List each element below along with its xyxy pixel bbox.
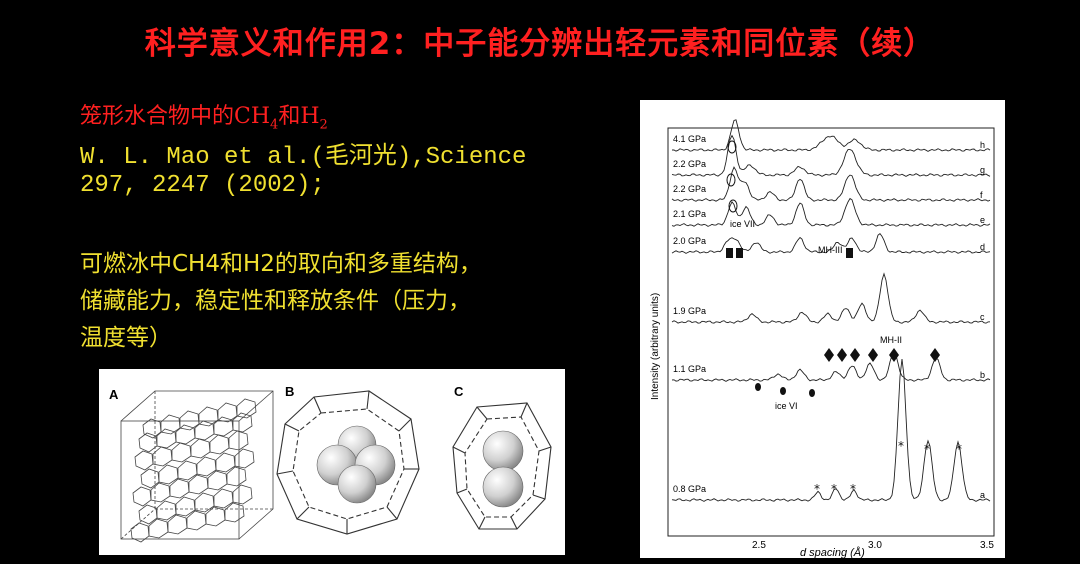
asterisk-markers: * * * * * * — [814, 439, 962, 496]
guest-molecules-c — [482, 430, 524, 508]
diffraction-curve-f — [671, 166, 991, 202]
pressure-label: 2.2 GPa — [673, 184, 706, 194]
reference-line-2: 297, 2247 (2002); — [80, 172, 325, 199]
subtitle-text: 笼形水合物中的CH — [80, 104, 271, 129]
open-circle-markers — [726, 140, 738, 213]
curve-letters: h g f e d c b a — [980, 140, 985, 500]
diffraction-curve-h — [672, 119, 991, 152]
curve-letter: c — [980, 312, 985, 322]
svg-text:*: * — [924, 442, 930, 456]
x-tick-3-0: 3.0 — [868, 540, 882, 551]
pressure-label: 2.1 GPa — [673, 209, 706, 219]
reference-line-1: W. L. Mao et al.(毛河光),Science — [80, 144, 527, 171]
diffraction-svg: Intensity (arbitrary units) d spacing (Å… — [650, 119, 995, 559]
diffraction-curve-a — [671, 358, 991, 502]
subtitle: 笼形水合物中的CH4和H2 — [80, 98, 328, 132]
panel-label-b: B — [285, 384, 294, 399]
diamond-markers — [824, 348, 940, 362]
curve-letter: e — [980, 215, 985, 225]
diffraction-curve-c — [671, 272, 991, 324]
curve-letter: g — [980, 165, 985, 175]
annotation-mh-iii: MH-III — [818, 245, 843, 255]
hydrate-structure-figure: A B C — [99, 369, 565, 555]
svg-text:*: * — [850, 482, 856, 496]
svg-text:*: * — [814, 482, 820, 496]
diffraction-figure: Intensity (arbitrary units) d spacing (Å… — [640, 100, 1005, 559]
plot-frame — [667, 127, 995, 537]
pressure-labels: 4.1 GPa 2.2 GPa 2.2 GPa 2.1 GPa 2.0 GPa 1.9 G… — [673, 134, 706, 494]
guest-molecules-b — [316, 425, 396, 504]
annotation-ice-vi: ice VI — [775, 401, 798, 411]
annotation-ice-vii: ice VII — [730, 219, 755, 229]
small-cage-drawing — [452, 402, 552, 530]
diffraction-curve-e — [671, 197, 991, 227]
annotation-mh-ii: MH-II — [880, 335, 902, 345]
square-markers — [726, 248, 853, 258]
pressure-label: 0.8 GPa — [673, 484, 706, 494]
curve-letter: b — [980, 370, 985, 380]
wechat-icon: ◎ — [782, 516, 795, 532]
y-axis-label: Intensity (arbitrary units) — [650, 293, 661, 400]
watermark: ◎ SELF格致论道讲坛 — [782, 503, 987, 535]
curve-letter: a — [980, 490, 985, 500]
curve-letter: f — [980, 190, 983, 200]
curve-letter: h — [980, 140, 985, 150]
pressure-label: 2.2 GPa — [673, 159, 706, 169]
pressure-label: 1.1 GPa — [673, 364, 706, 374]
description-line-1: 可燃冰中CH4和H2的取向和多重结构， — [80, 251, 482, 277]
diffraction-curve-g — [671, 134, 991, 177]
slide-title: 科学意义和作用2：中子能分辨出轻元素和同位素（续） — [144, 26, 936, 62]
x-tick-2-5: 2.5 — [752, 540, 766, 551]
pressure-label: 4.1 GPa — [673, 134, 706, 144]
pressure-label: 2.0 GPa — [673, 236, 706, 246]
description-line-2: 储藏能力，稳定性和释放条件（压力， — [80, 288, 471, 314]
lattice-cube-drawing — [120, 390, 274, 543]
diffraction-curve-d — [671, 232, 991, 254]
x-axis-label: d spacing (Å) — [800, 546, 865, 558]
x-tick-3-5: 3.5 — [980, 540, 994, 551]
curve-letter: d — [980, 242, 985, 252]
panel-label-c: C — [454, 384, 464, 399]
pressure-label: 1.9 GPa — [673, 306, 706, 316]
large-cage-drawing — [276, 390, 420, 535]
subtitle-sub-4: 4 — [270, 117, 279, 133]
svg-text:*: * — [831, 482, 837, 496]
ellipse-markers — [755, 383, 815, 397]
svg-text:*: * — [898, 439, 904, 453]
watermark-text: SELF格致论道讲坛 — [802, 509, 987, 534]
subtitle-mid: 和H — [278, 104, 320, 129]
panel-label-a: A — [109, 387, 119, 402]
subtitle-sub-2: 2 — [319, 117, 328, 133]
description-line-3: 温度等） — [80, 325, 172, 351]
diffraction-curves — [671, 119, 991, 502]
svg-text:*: * — [956, 442, 962, 456]
hydrate-structure-svg: A B C — [109, 384, 552, 543]
